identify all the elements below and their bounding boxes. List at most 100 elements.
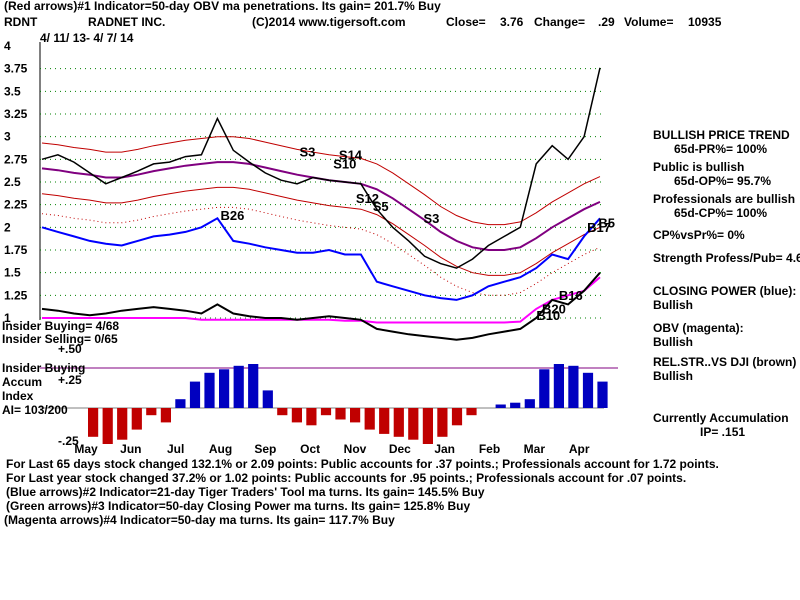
y-tick-label: 2 xyxy=(4,220,11,234)
y-tick-label: 1 xyxy=(4,311,11,325)
accum-bar xyxy=(204,372,215,408)
closing-power-label: CLOSING POWER (blue): xyxy=(653,284,797,298)
accum-plus25: +.25 xyxy=(58,373,82,387)
signal-label: B17 xyxy=(587,220,611,235)
y-tick-label: 1.75 xyxy=(4,243,28,257)
close-label: Close= xyxy=(446,15,486,29)
accum-bar xyxy=(451,408,463,426)
relstr-status: Bullish xyxy=(653,369,694,383)
y-tick-label: 3 xyxy=(4,130,11,144)
signal-label: B10 xyxy=(536,308,560,323)
copyright: (C)2014 www.tigersoft.com xyxy=(252,15,406,29)
strength-ratio: Strength Profess/Pub= 4.6 xyxy=(653,251,800,265)
accum-bar xyxy=(466,408,477,416)
cp-value: 65d-CP%= 100% xyxy=(674,206,768,220)
accum-bar xyxy=(146,408,157,416)
pros-label: Professionals are bullish xyxy=(653,192,796,206)
accum-bar xyxy=(350,408,361,423)
accum-bar xyxy=(437,408,448,437)
volume-label: Volume= xyxy=(624,15,674,29)
accum-bar xyxy=(277,408,288,416)
signal-label: B20 xyxy=(542,301,566,316)
ip-value: IP= .151 xyxy=(700,425,746,439)
accum-bar xyxy=(306,408,317,426)
y-tick-label: 1.25 xyxy=(4,288,28,302)
month-label: Jul xyxy=(167,442,184,456)
accum-bar xyxy=(597,381,608,408)
accum-bar xyxy=(553,364,564,408)
y-tick-label: 2.25 xyxy=(4,198,28,212)
signal-label: S10 xyxy=(333,156,356,171)
accum-bar xyxy=(335,408,346,420)
month-label: Feb xyxy=(479,442,500,456)
y-tick-label: 2.5 xyxy=(4,175,21,189)
month-label: Oct xyxy=(300,442,320,456)
upper-band xyxy=(41,136,601,226)
trend-title: BULLISH PRICE TREND xyxy=(653,128,790,142)
accum-bar xyxy=(510,402,521,408)
accum-bar xyxy=(102,408,113,444)
accum-bar xyxy=(582,372,594,408)
indicator1-text: (Red arrows)#1 Indicator=50-day OBV ma p… xyxy=(4,0,441,13)
insider-buying-label: Insider Buying xyxy=(2,361,86,375)
accum-minus25: -.25 xyxy=(58,434,79,448)
relstr-label: REL.STR..VS DJI (brown) xyxy=(653,355,797,369)
accum-bar xyxy=(393,408,404,437)
index-label: Index xyxy=(2,389,34,403)
change-label: Change= xyxy=(534,15,586,29)
month-label: Sep xyxy=(254,442,276,456)
accum-bar xyxy=(568,365,579,408)
signal-label: B16 xyxy=(559,288,583,303)
date-range: 4/ 11/ 13- 4/ 7/ 14 xyxy=(40,31,134,45)
accum-bar xyxy=(379,408,390,434)
month-label: Apr xyxy=(569,442,590,456)
signal-label: B5 xyxy=(598,215,615,230)
signal-label: B26 xyxy=(220,208,244,223)
accum-bar xyxy=(291,408,302,423)
change-value: .29 xyxy=(598,15,615,29)
y-tick-label: 2.75 xyxy=(4,152,28,166)
y-tick-label: 1.5 xyxy=(4,266,21,280)
pr-value: 65d-PR%= 100% xyxy=(674,142,768,156)
month-label: Mar xyxy=(524,442,546,456)
month-label: Dec xyxy=(389,442,411,456)
insider-buying-count: Insider Buying= 4/68 xyxy=(2,319,120,333)
accum-bar xyxy=(364,408,375,430)
volume-value: 10935 xyxy=(688,15,722,29)
insider-selling-count: Insider Selling= 0/65 xyxy=(2,332,118,346)
footer-line4: (Green arrows)#3 Indicator=50-day Closin… xyxy=(6,499,471,513)
close-value: 3.76 xyxy=(500,15,524,29)
signal-label: S5 xyxy=(373,199,389,214)
accum-bar xyxy=(117,408,128,440)
month-label: Jan xyxy=(434,442,455,456)
accum-bar xyxy=(422,408,433,444)
accum-bar xyxy=(233,365,244,408)
signal-label: S3 xyxy=(424,211,440,226)
accum-bar xyxy=(219,369,230,408)
accum-bar xyxy=(539,369,550,408)
accumulation-title: Currently Accumulation xyxy=(653,411,789,425)
y-tick-label: 3.25 xyxy=(4,107,28,121)
accum-plus50: +.50 xyxy=(58,342,82,356)
accum-bar xyxy=(160,408,171,423)
month-label: Aug xyxy=(209,442,232,456)
accum-bar xyxy=(524,399,535,408)
op-value: 65d-OP%= 95.7% xyxy=(674,174,772,188)
obv-line xyxy=(42,276,601,324)
accum-bar xyxy=(262,390,273,408)
accum-bar xyxy=(408,408,419,440)
accum-label: Accum xyxy=(2,375,43,389)
accum-bar xyxy=(320,408,332,416)
y-tick-label: 3.75 xyxy=(4,62,28,76)
footer-line2: For Last year stock changed 37.2% or 1.0… xyxy=(6,471,687,485)
accum-bar xyxy=(175,399,186,408)
obv-status: Bullish xyxy=(653,335,694,349)
symbol: RDNT xyxy=(4,15,38,29)
footer-line1: For Last 65 days stock changed 132.1% or… xyxy=(6,457,719,471)
public-label: Public is bullish xyxy=(653,160,745,174)
signal-label: S14 xyxy=(339,147,363,162)
company-name: RADNET INC. xyxy=(88,15,166,29)
rel-strength-line xyxy=(41,272,601,341)
accum-bar xyxy=(189,381,201,408)
